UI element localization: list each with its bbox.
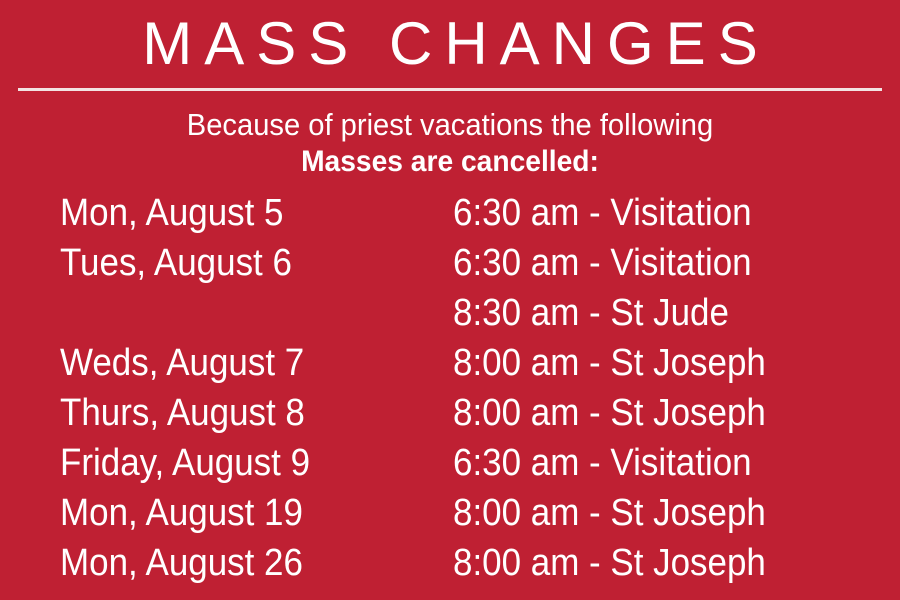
table-row: Mon, August 26 8:00 am - St Joseph (0, 538, 900, 588)
row-day: Mon, August 5 (60, 192, 284, 234)
subtitle-line-reason: Because of priest vacations the followin… (186, 107, 714, 142)
row-service: 8:00 am - St Joseph (453, 392, 766, 434)
row-service: 8:00 am - St Joseph (453, 342, 766, 384)
row-service: 6:30 am - Visitation (453, 192, 752, 234)
table-row: Friday, August 9 6:30 am - Visitation (0, 438, 900, 488)
table-row: Mon, August 5 6:30 am - Visitation (0, 188, 900, 238)
row-day (60, 288, 422, 338)
title-divider (18, 88, 882, 91)
row-service: 6:30 am - Visitation (453, 242, 752, 284)
table-row: Mon, August 19 8:00 am - St Joseph (0, 488, 900, 538)
row-service: 6:30 am - Visitation (453, 442, 752, 484)
subtitle-line-cancelled: Masses are cancelled: (301, 145, 599, 178)
row-day: Thurs, August 8 (60, 392, 305, 434)
table-row: Tues, August 6 6:30 am - Visitation (0, 238, 900, 288)
row-day: Mon, August 26 (60, 542, 303, 584)
row-day: Weds, August 7 (60, 342, 305, 384)
row-day: Friday, August 9 (60, 442, 311, 484)
row-day: Mon, August 19 (60, 492, 303, 534)
table-row: Thurs, August 8 8:00 am - St Joseph (0, 388, 900, 438)
row-service: 8:00 am - St Joseph (453, 542, 766, 584)
subtitle-block: Because of priest vacations the followin… (0, 106, 900, 181)
row-day: Tues, August 6 (60, 242, 292, 284)
table-row: 8:30 am - St Jude (0, 288, 900, 338)
table-row: Weds, August 7 8:00 am - St Joseph (0, 338, 900, 388)
schedule-list: Mon, August 5 6:30 am - Visitation Tues,… (0, 188, 900, 588)
row-service: 8:00 am - St Joseph (453, 492, 766, 534)
page-title: MASS CHANGES (142, 10, 770, 77)
row-service: 8:30 am - St Jude (453, 292, 729, 334)
